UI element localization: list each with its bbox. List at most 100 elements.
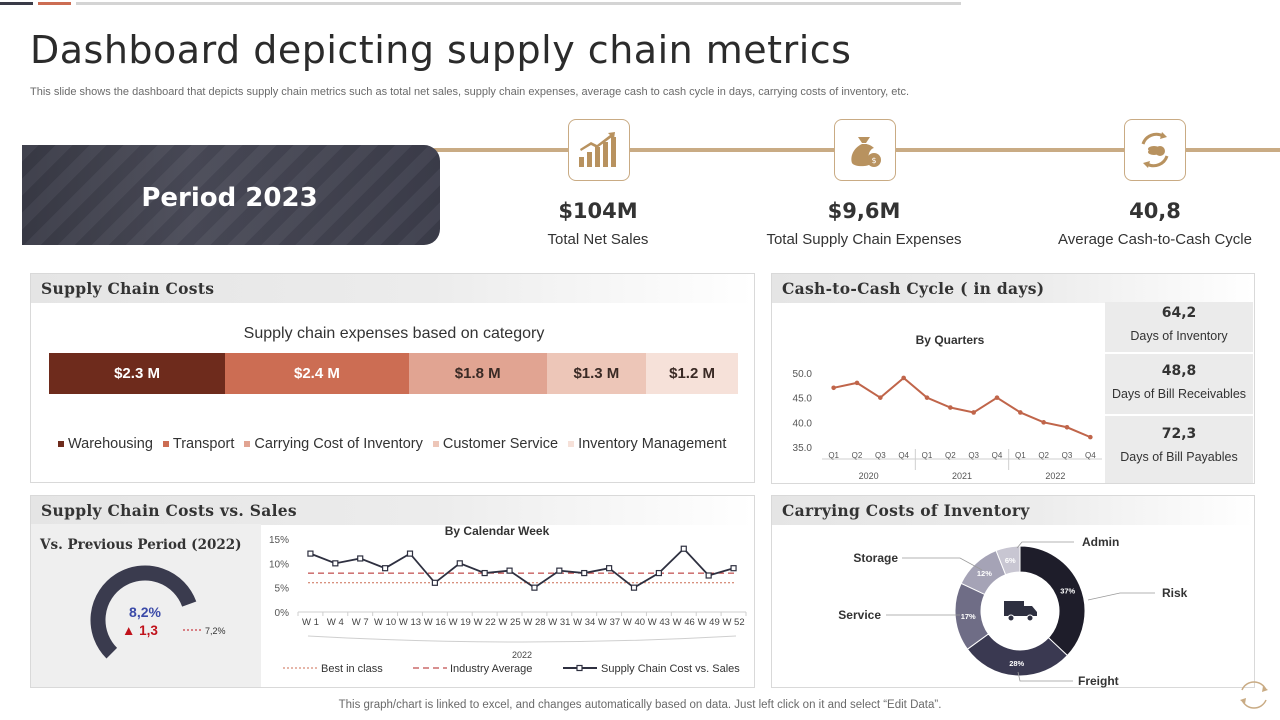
quarter-point [948,405,953,410]
week-series-line [310,547,734,589]
supply-chain-costs-heading: Supply Chain Costs [31,274,754,303]
week-x-tick: W 37 [598,617,620,628]
quarter-y-tick: 45.0 [793,394,813,405]
donut-slice-label: 28% [1009,659,1024,668]
week-x-tick: W 40 [623,617,645,628]
quarter-x-tick: Q1 [922,451,933,460]
gauge-value: 8,2% [129,604,161,620]
truck-cargo [1004,601,1024,616]
callout-label: Risk [1162,586,1188,600]
week-x-tick: W 22 [474,617,496,628]
previous-period-box [31,524,261,687]
donut-slice-label: 17% [961,612,976,621]
page-title: Dashboard depicting supply chain metrics [30,28,852,72]
costs-vs-sales-panel [30,495,755,688]
legend-swatch [162,441,169,447]
quarter-x-tick: Q4 [1085,451,1096,460]
quarter-x-tick: Q1 [828,451,839,460]
quarter-point [901,375,906,381]
week-legend-label: Supply Chain Cost vs. Sales [601,663,740,675]
kpi-cash-cycle-value: 40,8 [1129,199,1181,223]
week-x-tick: W 49 [698,617,720,628]
metric-days-payables-label: Days of Bill Payables [1120,450,1238,464]
cash-cycle-heading: Cash-to-Cash Cycle ( in days) [772,274,1254,303]
quarter-year-label: 2021 [952,471,972,481]
quarter-point [1064,424,1070,430]
quarter-point [924,395,930,400]
quarter-x-tick: Q3 [968,451,979,460]
quarter-year-label: 2020 [859,471,879,481]
legend-swatch [58,441,64,447]
week-point [655,569,662,577]
week-chart-title: By Calendar Week [445,524,550,538]
week-point [705,572,712,579]
gauge-chart [90,565,203,659]
carrying-costs-heading: Carrying Costs of Inventory [772,496,1254,525]
quarter-point [1041,420,1046,425]
week-legend-supply-chain-cost-vs-sales: Supply Chain Cost vs. Sales [563,663,740,675]
quarter-x-tick: Q2 [945,451,956,460]
period-card-photo-overlay [22,145,440,245]
money-bag-icon: $ [834,119,896,181]
kpi-net-sales-label: Total Net Sales [547,231,649,248]
quarter-point [878,395,883,400]
quarter-x-tick: Q2 [852,451,863,460]
callout-leader [1017,671,1073,682]
metric-days-inventory-label: Days of Inventory [1130,329,1228,343]
truck-wheel [1007,614,1015,622]
week-x-tick: W 19 [449,617,471,628]
kpi-expenses-label: Total Supply Chain Expenses [766,231,962,248]
quarter-y-tick: 35.0 [793,443,813,454]
week-point [382,565,389,572]
week-point [680,545,687,552]
legend-label: Warehousing [68,436,153,452]
donut-slice-label: 6% [1005,556,1016,565]
legend-label: Inventory Management [578,436,727,452]
week-point [307,550,314,557]
week-point [406,550,414,557]
legend-label: Carrying Cost of Inventory [254,436,423,452]
quarter-year-label: 2022 [1045,471,1065,481]
quarter-y-tick: 50.0 [793,369,813,380]
callout-label: Service [838,608,881,622]
gauge-delta-value: 1,3 [139,623,158,638]
top-accent-bar-dark [0,2,33,5]
gauge-delta: ▲ 1,3 [122,623,158,638]
week-point [506,567,513,574]
legend-label: Transport [172,436,235,452]
legend-item-carrying-cost-of-inventory: Carrying Cost of Inventory [244,436,423,452]
week-point [606,565,613,572]
week-x-tick: W 28 [523,617,545,628]
donut-slice-label: 37% [1060,586,1075,595]
week-point [531,584,538,591]
week-point [332,560,339,567]
metric-days-inventory-value: 64,2 [1161,305,1197,321]
quarter-point [831,385,836,391]
period-label: Period 2023 [141,183,318,213]
donut-slice-risk [1019,545,1086,657]
kpi-expenses-value: $9,6M [827,199,901,223]
week-y-tick: 5% [275,584,290,595]
top-accent-bar-orange [38,2,71,5]
week-year-brace [307,635,737,643]
week-point [730,565,737,572]
metric-days-payables-value: 72,3 [1161,426,1197,442]
quarter-point [1088,434,1093,440]
quarter-x-tick: Q1 [1015,451,1026,460]
quarter-x-tick: Q2 [1038,451,1049,460]
week-x-tick: W 25 [498,617,520,628]
previous-period-label: Vs. Previous Period (2022) [40,537,242,553]
legend-swatch [244,441,251,447]
bar-growth-coins-icon [568,119,630,181]
week-point [556,567,563,574]
week-x-tick: W 31 [548,617,570,628]
cash-cycle-panel [771,273,1255,484]
metric-days-inventory: 64,2 Days of Inventory [1105,302,1253,352]
metric-days-receivables-label: Days of Bill Receivables [1111,387,1247,401]
week-x-tick: W 4 [327,617,344,628]
quarter-line-chart: By Quarters 35.0 40.0 45.0 50.0 Q1 Q2 Q3 Q4 Q1 Q2 Q… [793,333,1102,481]
week-legend-industry-average: Industry Average [413,663,532,675]
costs-legend: Warehousing Transport Carrying Cost of Inv… [58,436,726,452]
